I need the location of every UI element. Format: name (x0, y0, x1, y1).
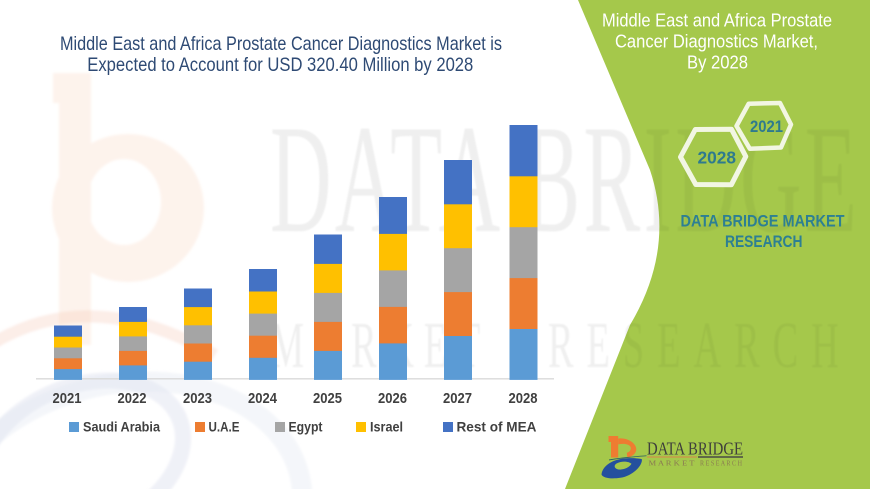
svg-text:Middle East and Africa Prostat: Middle East and Africa Prostate (602, 11, 832, 31)
svg-text:2026: 2026 (378, 390, 407, 407)
svg-text:2021: 2021 (53, 390, 82, 407)
svg-text:Middle East and Africa Prostat: Middle East and Africa Prostate Cancer D… (60, 33, 502, 55)
svg-text:Expected to Account for USD 32: Expected to Account for USD 320.40 Milli… (87, 54, 473, 76)
svg-text:2024: 2024 (248, 390, 277, 407)
svg-text:2021: 2021 (750, 117, 783, 136)
svg-text:RESEARCH: RESEARCH (725, 233, 803, 251)
svg-text:U.A.E: U.A.E (209, 419, 240, 435)
svg-text:By 2028: By 2028 (687, 53, 748, 73)
svg-text:Cancer Diagnostics Market,: Cancer Diagnostics Market, (615, 32, 818, 52)
svg-text:R E S E A R C H: R E S E A R C H (700, 460, 742, 468)
svg-text:2028: 2028 (509, 390, 538, 407)
svg-text:2023: 2023 (183, 390, 212, 407)
svg-text:2022: 2022 (118, 390, 147, 407)
svg-text:2027: 2027 (443, 390, 472, 407)
svg-text:2028: 2028 (698, 148, 737, 168)
svg-text:2025: 2025 (313, 390, 342, 407)
svg-text:Rest of MEA: Rest of MEA (457, 419, 537, 435)
svg-text:DATA BRIDGE: DATA BRIDGE (647, 439, 743, 459)
svg-text:DATA BRIDGE MARKET: DATA BRIDGE MARKET (681, 212, 845, 230)
svg-text:M A R K E T: M A R K E T (649, 460, 696, 468)
svg-text:Israel: Israel (370, 419, 403, 435)
svg-text:Egypt: Egypt (289, 419, 323, 435)
svg-text:Saudi Arabia: Saudi Arabia (83, 419, 160, 435)
